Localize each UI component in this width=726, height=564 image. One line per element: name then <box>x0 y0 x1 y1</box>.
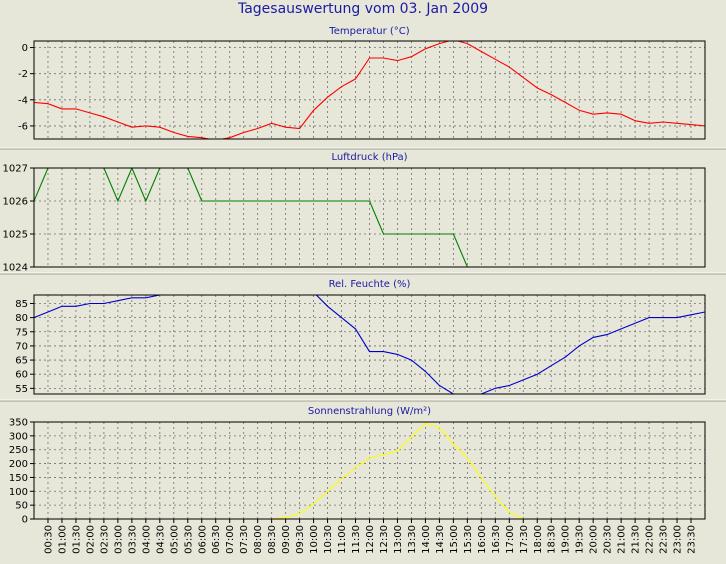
x-tick-label: 03:00 <box>113 525 124 554</box>
y-tick-label: 200 <box>9 459 28 470</box>
x-tick-label: 06:00 <box>197 525 208 554</box>
x-tick-label: 05:30 <box>183 525 194 554</box>
y-tick-label: 1026 <box>3 197 28 208</box>
y-tick-label: 0 <box>22 515 28 526</box>
chart-panel-4: Sonnenstrahlung (W/m²) 350 300 250 200 150 100… <box>9 406 706 526</box>
x-tick-label: 05:00 <box>169 525 180 554</box>
x-tick-label: 09:00 <box>281 525 292 554</box>
plot-area <box>34 422 705 519</box>
x-tick-label: 16:30 <box>491 525 502 554</box>
x-tick-label: 22:00 <box>645 525 656 554</box>
chart-title: Sonnenstrahlung (W/m²) <box>308 406 431 417</box>
y-tick-label: 85 <box>15 299 28 310</box>
x-tick-label: 19:30 <box>575 525 586 554</box>
x-tick-label: 11:30 <box>351 525 362 554</box>
x-tick-label: 12:00 <box>365 525 376 554</box>
x-tick-label: 08:00 <box>253 525 264 554</box>
chart-title: Luftdruck (hPa) <box>331 152 407 163</box>
x-tick-label: 07:30 <box>239 525 250 554</box>
x-tick-label: 21:30 <box>631 525 642 554</box>
x-tick-label: 15:30 <box>463 525 474 554</box>
x-tick-label: 13:30 <box>407 525 418 554</box>
y-tick-label: 300 <box>9 431 28 442</box>
y-tick-label: 250 <box>9 445 28 456</box>
chart-title: Rel. Feuchte (%) <box>329 279 411 290</box>
plot-frame <box>33 167 706 268</box>
x-tick-label: 16:00 <box>477 525 488 554</box>
x-tick-label: 02:00 <box>85 525 96 554</box>
y-tick-label: 1025 <box>3 230 28 241</box>
y-tick-label: 350 <box>9 418 28 429</box>
plot-area <box>34 41 705 139</box>
x-tick-label: 20:30 <box>603 525 614 554</box>
x-tick-label: 10:00 <box>309 525 320 554</box>
x-tick-label: 17:30 <box>519 525 530 554</box>
x-tick-label: 14:00 <box>421 525 432 554</box>
y-tick-label: 60 <box>15 370 28 381</box>
x-tick-label: 18:00 <box>533 525 544 554</box>
x-tick-label: 23:00 <box>673 525 684 554</box>
chart-panel-2: Luftdruck (hPa) 1027 1026 1025 1024 <box>3 152 706 274</box>
series-line-1 <box>34 41 705 139</box>
x-tick-label: 03:30 <box>127 525 138 554</box>
y-tick-label: 1027 <box>3 164 28 175</box>
plot-area <box>34 295 705 394</box>
x-tick-label: 08:30 <box>267 525 278 554</box>
page-title: Tagesauswertung vom 03. Jan 2009 <box>237 1 489 17</box>
series-line-1 <box>34 168 469 267</box>
x-tick-label: 07:00 <box>225 525 236 554</box>
y-tick-label: -6 <box>18 121 28 132</box>
x-tick-label: 13:00 <box>393 525 404 554</box>
y-tick-label: 150 <box>9 473 28 484</box>
y-tick-label: -4 <box>18 95 28 106</box>
series-line-1 <box>271 422 524 519</box>
x-tick-label: 19:00 <box>561 525 572 554</box>
y-tick-label: 75 <box>15 327 28 338</box>
y-tick-label: 80 <box>15 313 28 324</box>
chart-panel-1: Temperatur (°C) 0 -2 -4 -6 <box>18 26 706 140</box>
plot-frame <box>33 294 706 395</box>
x-tick-label: 00:30 <box>44 525 55 554</box>
chart-title: Temperatur (°C) <box>328 26 409 37</box>
x-tick-label: 12:30 <box>379 525 390 554</box>
x-tick-label: 09:30 <box>295 525 306 554</box>
x-tick-label: 20:00 <box>589 525 600 554</box>
x-tick-label: 04:00 <box>141 525 152 554</box>
x-tick-label: 14:30 <box>435 525 446 554</box>
x-tick-label: 21:00 <box>617 525 628 554</box>
y-tick-label: -2 <box>18 69 28 80</box>
x-tick-label: 02:30 <box>99 525 110 554</box>
y-tick-label: 100 <box>9 487 28 498</box>
y-tick-label: 0 <box>22 43 28 54</box>
plot-frame <box>33 40 706 140</box>
chart-panel-3: Rel. Feuchte (%) 85 80 75 70 65 60 55 <box>15 279 706 395</box>
x-tick-label: 15:00 <box>449 525 460 554</box>
x-tick-label: 22:30 <box>659 525 670 554</box>
y-tick-label: 65 <box>15 356 28 367</box>
x-tick-label: 18:30 <box>547 525 558 554</box>
x-tick-label: 10:30 <box>323 525 334 554</box>
x-tick-label: 17:00 <box>505 525 516 554</box>
series-line-1 <box>34 295 705 394</box>
y-tick-label: 1024 <box>3 263 28 274</box>
y-tick-label: 70 <box>15 341 28 352</box>
x-tick-label: 01:00 <box>58 525 69 554</box>
plot-area <box>34 168 705 267</box>
x-tick-label: 06:30 <box>211 525 222 554</box>
x-tick-label: 01:30 <box>71 525 82 554</box>
y-tick-label: 55 <box>15 384 28 395</box>
x-tick-label: 23:30 <box>687 525 698 554</box>
x-tick-label: 04:30 <box>155 525 166 554</box>
x-tick-label: 11:00 <box>337 525 348 554</box>
y-tick-label: 50 <box>15 501 28 512</box>
